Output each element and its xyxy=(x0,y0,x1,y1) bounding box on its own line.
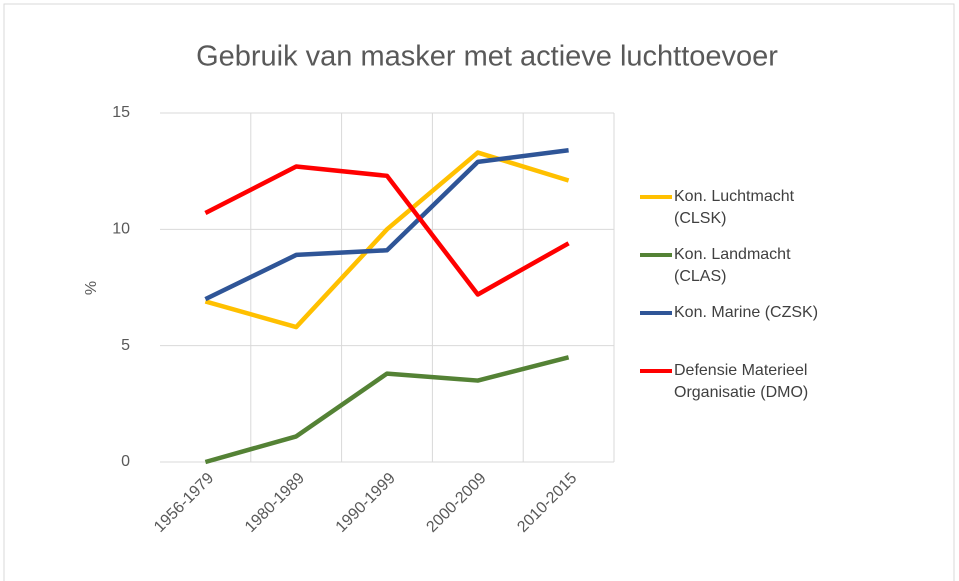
series-line xyxy=(204,147,569,302)
legend-swatch xyxy=(640,195,672,199)
legend: Kon. Luchtmacht (CLSK) Kon. Landmacht (CL… xyxy=(640,186,940,418)
legend-swatch xyxy=(640,253,672,257)
y-tick-label: 0 xyxy=(121,453,130,470)
legend-label: Kon. Marine (CZSK) xyxy=(674,304,819,321)
legend-item: Kon. Luchtmacht (CLSK) xyxy=(640,186,940,244)
legend-item: Kon. Marine (CZSK) xyxy=(640,302,940,360)
legend-swatch xyxy=(640,369,672,373)
series-line xyxy=(204,164,570,297)
legend-item: Kon. Landmacht (CLAS) xyxy=(640,244,940,302)
legend-label: Kon. Landmacht (CLAS) xyxy=(674,246,791,285)
chart-title: Gebruik van masker met actieve luchttoev… xyxy=(196,41,778,73)
legend-label: Kon. Luchtmacht (CLSK) xyxy=(674,188,795,227)
series-line xyxy=(204,150,570,330)
y-tick-label: 15 xyxy=(112,104,130,121)
y-tick-label: 5 xyxy=(121,337,130,354)
y-tick-label: 10 xyxy=(112,221,130,238)
series-line xyxy=(204,355,570,465)
y-axis-label: % xyxy=(83,281,100,295)
legend-label: Defensie Materieel Organisatie (DMO) xyxy=(674,362,809,401)
legend-swatch xyxy=(640,311,672,315)
legend-item: Defensie Materieel Organisatie (DMO) xyxy=(640,360,940,418)
